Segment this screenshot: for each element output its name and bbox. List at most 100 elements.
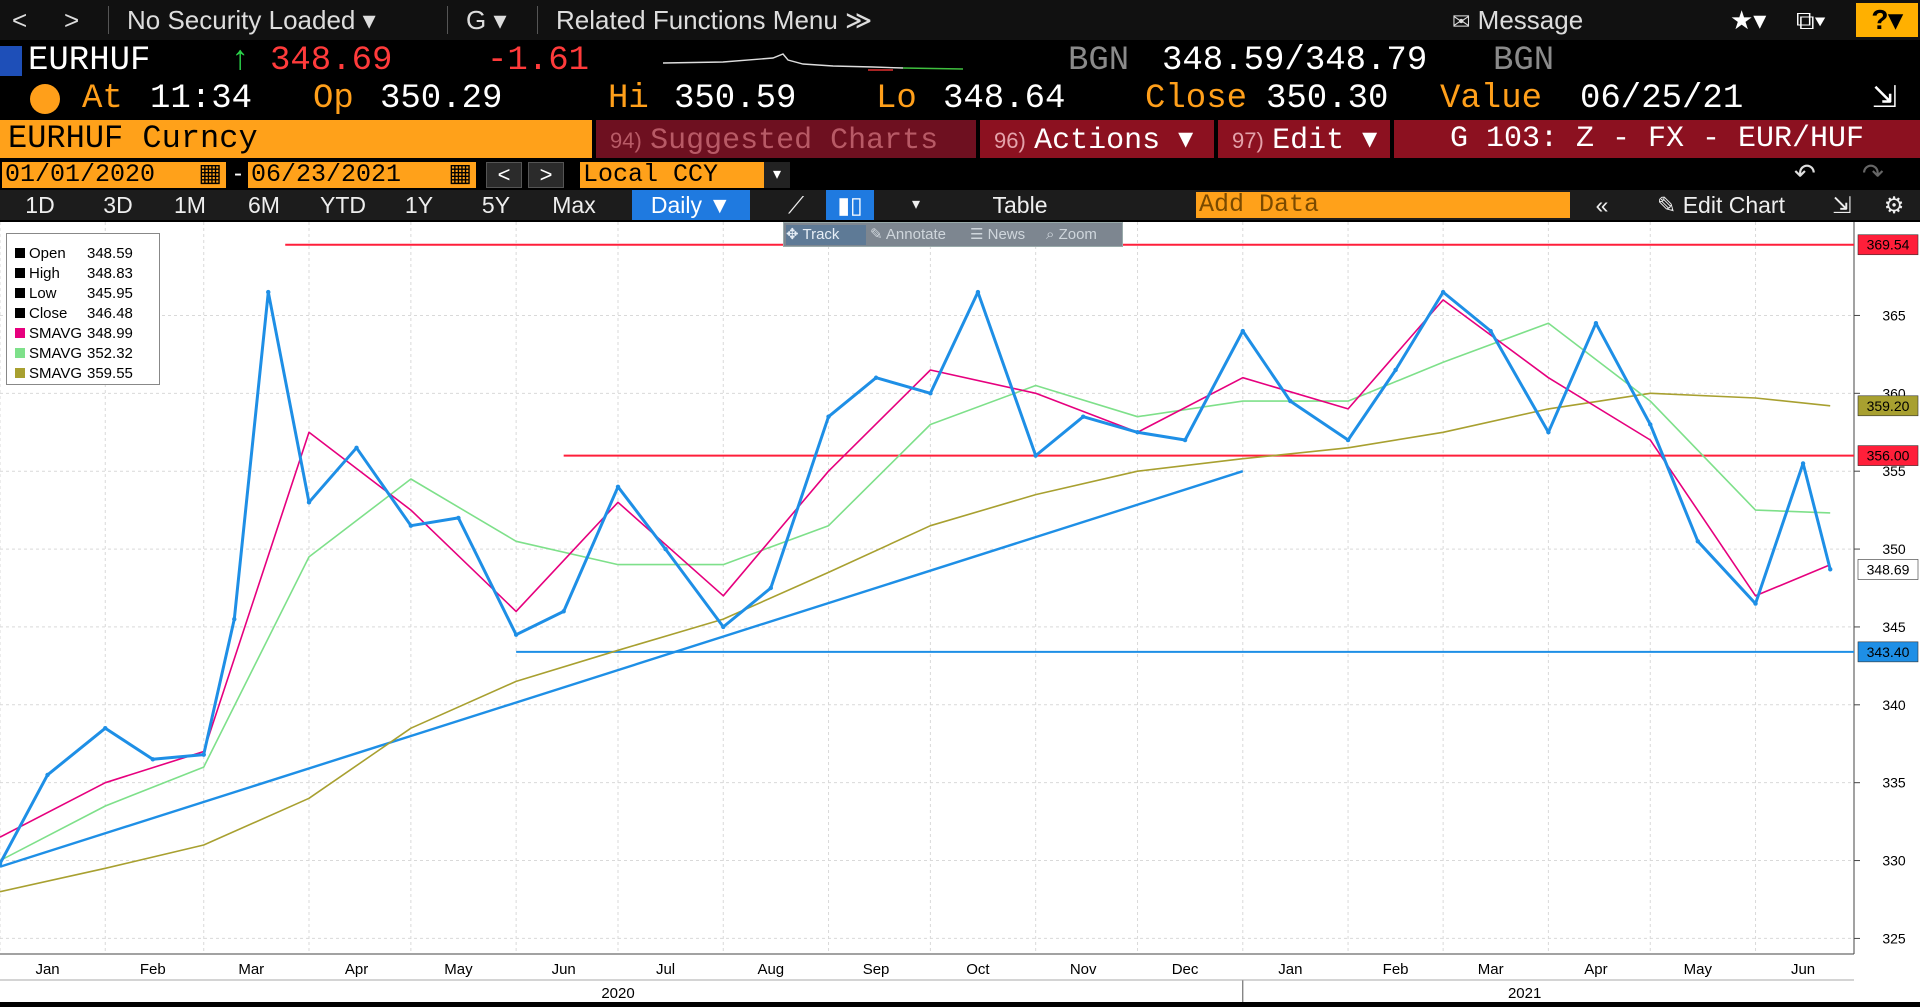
legend-item: SMAVG 348.99 — [15, 324, 133, 342]
currency-select[interactable]: Local CCY ▾ — [580, 162, 790, 188]
message-button[interactable]: ✉ Message — [1452, 5, 1583, 36]
tab-6m[interactable]: 6M — [248, 192, 280, 218]
favorites-star-icon[interactable]: ★▾ — [1730, 5, 1767, 35]
sparkline — [663, 53, 963, 71]
legend-item: Close 346.48 — [15, 304, 133, 322]
price-point — [456, 515, 461, 521]
table-button[interactable]: Table — [992, 192, 1048, 218]
value-label: Value — [1440, 80, 1543, 118]
y-tick-label: 345 — [1882, 619, 1906, 635]
chevron-down-icon[interactable]: ▾ — [911, 196, 921, 213]
suggested-num: 94) — [610, 128, 642, 153]
price-point — [408, 523, 414, 528]
legend-swatch — [15, 248, 25, 259]
zoom-label: Zoom — [1058, 226, 1097, 243]
prev-period-button[interactable]: < — [486, 162, 522, 188]
price-point — [1753, 601, 1758, 606]
back-button[interactable]: < — [12, 5, 28, 35]
x-tick-label: Dec — [1172, 961, 1199, 978]
undo-icon[interactable]: ↶ — [1794, 158, 1816, 188]
help-button[interactable]: ?▾ — [1856, 3, 1918, 37]
function-bar: EURHUF Curncy 94) Suggested Charts 96) A… — [0, 120, 1920, 158]
tab-5y[interactable]: 5Y — [481, 192, 511, 218]
axis-value-tag — [1857, 234, 1919, 256]
axis-value-tag — [1857, 559, 1919, 580]
tab-3d[interactable]: 3D — [103, 192, 133, 218]
news-tool[interactable]: ☰ News — [970, 225, 1042, 245]
chart-template-button[interactable]: G 103: Z - FX - EUR/HUF — [1394, 120, 1920, 158]
suggested-charts-button[interactable]: 94) Suggested Charts — [596, 120, 976, 158]
calendar-icon[interactable]: ▦ — [448, 160, 472, 189]
help-label: ? — [1871, 4, 1889, 35]
trendline — [0, 470, 1244, 868]
period-select[interactable]: Daily ▼ — [632, 190, 750, 220]
legend-swatch — [15, 348, 25, 359]
window-launch-icon[interactable]: ⧉▾ — [1796, 5, 1826, 35]
track-label: Track — [802, 226, 840, 243]
collapse-icon[interactable]: « — [1595, 192, 1609, 218]
y-tick-label: 350 — [1882, 541, 1906, 557]
value-date: 06/25/21 — [1580, 80, 1744, 118]
line-chart-icon[interactable]: ⟋ — [787, 192, 805, 218]
axis-value-tag — [1857, 395, 1919, 417]
next-period-button[interactable]: > — [528, 162, 564, 188]
candle-chart-icon[interactable]: ▮▯ — [826, 190, 874, 220]
x-tick-label: Jan — [35, 961, 59, 978]
price-point — [1488, 328, 1493, 334]
related-functions-menu[interactable]: Related Functions Menu ≫ — [556, 5, 873, 35]
actions-button[interactable]: 96) Actions ▾ — [980, 120, 1214, 158]
close-label: Close — [1145, 80, 1248, 118]
chevron-down-icon: ▾ — [764, 162, 790, 188]
edit-chart-label: Edit Chart — [1682, 192, 1785, 218]
axis-value-tag — [1857, 641, 1919, 663]
mail-icon: ✉ — [1452, 9, 1471, 34]
start-date-field[interactable]: 01/01/2020 ▦ — [2, 162, 226, 188]
price-point — [663, 546, 668, 552]
gear-icon[interactable]: ⚙ — [1883, 192, 1905, 218]
edit-num: 97) — [1232, 128, 1264, 153]
price-point — [1648, 422, 1653, 427]
low-label: Lo — [876, 80, 917, 118]
legend-item: SMAVG 359.55 — [15, 364, 133, 382]
ticker: EURHUF — [28, 42, 151, 80]
price-point — [45, 772, 50, 778]
end-date-field[interactable]: 06/23/2021 ▦ — [248, 162, 476, 188]
export-chart-icon[interactable]: ⇲ — [1872, 83, 1898, 117]
year-label: 2021 — [1508, 985, 1541, 1002]
forward-button[interactable]: > — [64, 5, 80, 35]
security-field[interactable]: EURHUF Curncy — [0, 120, 592, 158]
zoom-tool[interactable]: ⌕ Zoom — [1046, 225, 1120, 245]
edit-button[interactable]: 97) Edit ▾ — [1218, 120, 1390, 158]
tab-1y[interactable]: 1Y — [404, 192, 434, 218]
price-point — [1546, 430, 1551, 435]
magnifier-icon: ⌕ — [1046, 226, 1055, 243]
price-chart[interactable]: Jan Feb Mar Apr May Jun Jul Aug Sep Oct Nov Dec Jan F… — [0, 222, 1920, 1002]
redo-icon[interactable]: ↷ — [1862, 158, 1884, 188]
security-menu[interactable]: No Security Loaded ▾ — [127, 5, 376, 35]
g-menu[interactable]: G ▾ — [466, 5, 507, 35]
high-price: 350.59 — [674, 80, 797, 118]
tab-1m[interactable]: 1M — [174, 192, 206, 218]
x-tick-label: Feb — [140, 961, 166, 978]
last-price: 348.69 — [270, 42, 393, 80]
annotate-tool[interactable]: ✎ Annotate — [870, 225, 966, 245]
price-point — [1345, 437, 1351, 443]
at-label: At — [82, 80, 123, 118]
legend-value: 348.99 — [87, 324, 133, 342]
quote-time: 11:34 — [150, 80, 253, 118]
price-point — [1288, 398, 1293, 404]
suggested-label: Suggested Charts — [650, 124, 939, 158]
price-point — [266, 289, 271, 295]
add-data-input[interactable]: Add Data — [1196, 192, 1570, 218]
tab-1d[interactable]: 1D — [25, 192, 55, 218]
tab-max[interactable]: Max — [552, 192, 596, 218]
timeframe-tabs: 1D 3D 1M 6M YTD 1Y 5Y Max Daily ▼ ⟋ ▮▯ ▾ Table … — [0, 190, 1920, 220]
chart-area[interactable]: Jan Feb Mar Apr May Jun Jul Aug Sep Oct Nov Dec Jan F… — [0, 222, 1920, 1002]
calendar-icon[interactable]: ▦ — [198, 160, 222, 189]
track-tool[interactable]: ✥ Track — [786, 225, 866, 245]
tab-ytd[interactable]: YTD — [320, 192, 366, 218]
edit-chart-button[interactable]: ✎ Edit Chart — [1636, 190, 1806, 220]
chart-options-icon[interactable]: ⇲ — [1832, 192, 1852, 218]
legend-name: Close — [29, 304, 68, 322]
y-tick-label: 325 — [1882, 930, 1906, 946]
